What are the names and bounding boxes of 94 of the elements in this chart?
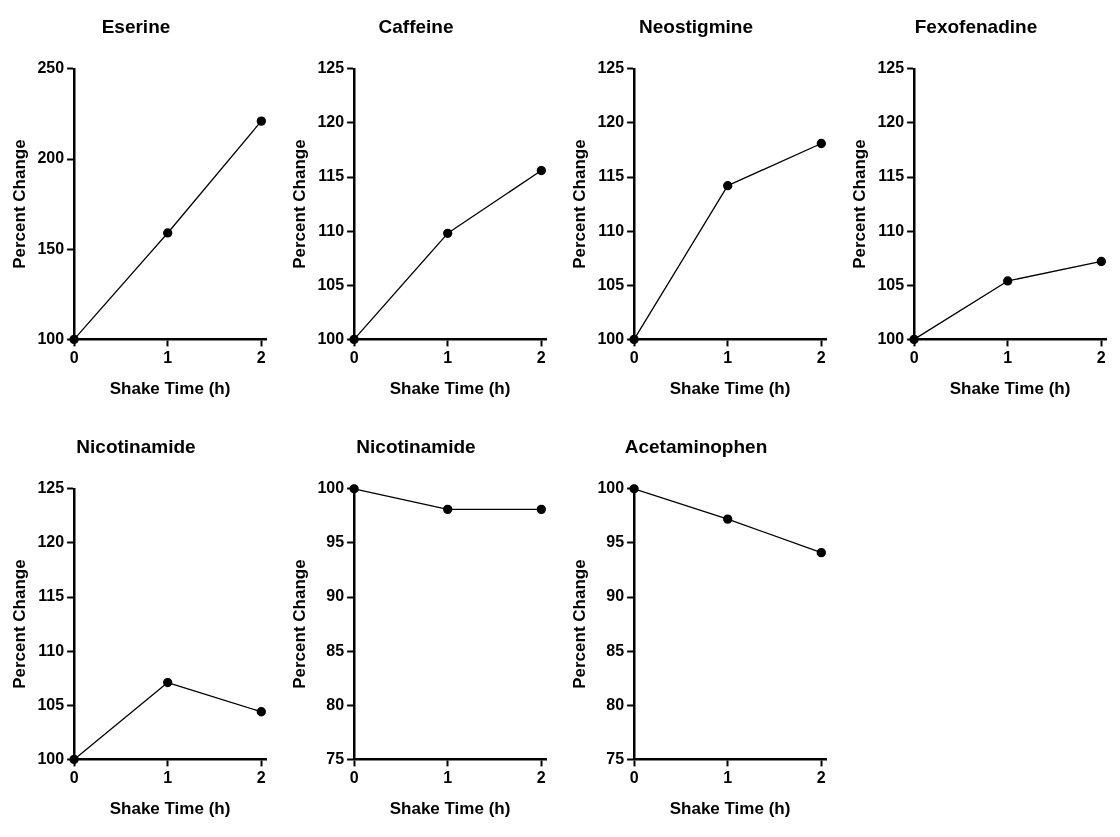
y-tick-label: 110	[878, 221, 905, 239]
x-tick-label: 1	[723, 769, 733, 787]
point	[816, 548, 826, 558]
chart-title: Fexofenadine	[914, 15, 1038, 37]
x-tick-label: 2	[816, 349, 826, 367]
x-axis-title: Shake Time (h)	[669, 799, 791, 819]
point	[816, 138, 826, 149]
chart-title: Caffeine	[378, 15, 454, 37]
x-axis-title: Shake Time (h)	[389, 799, 511, 819]
y-tick-label: 120	[317, 113, 345, 131]
point	[163, 228, 173, 238]
chart-title: Acetaminophen	[624, 435, 768, 457]
y-tick-label: 75	[606, 749, 625, 767]
chart-title: Neostigmine	[638, 15, 754, 37]
y-tick-label: 85	[326, 641, 345, 659]
x-tick-label: 0	[69, 349, 79, 367]
y-tick-label: 80	[326, 695, 345, 713]
x-tick-label: 1	[163, 769, 173, 787]
point	[723, 514, 733, 524]
chart-title: Nicotinamide	[76, 435, 196, 457]
y-tick-label: 110	[598, 221, 625, 239]
y-tick-label: 105	[37, 695, 65, 713]
x-axis-title: Shake Time (h)	[669, 379, 791, 399]
x-tick-label: 1	[443, 349, 453, 367]
y-tick-label: 95	[326, 533, 345, 551]
x-tick-label: 0	[629, 769, 639, 787]
y-tick-label: 120	[597, 113, 625, 131]
y-tick-label: 115	[598, 167, 625, 185]
x-tick-label: 1	[1003, 349, 1013, 367]
x-tick-label: 0	[69, 769, 79, 787]
x-tick-label: 0	[629, 349, 639, 367]
y-tick-label: 150	[37, 239, 65, 257]
y-tick-label: 100	[317, 329, 345, 347]
y-tick-label: 110	[318, 221, 345, 239]
y-axis-title: Percent Change	[569, 139, 589, 269]
y-tick-label: 100	[877, 329, 905, 347]
x-tick-label: 2	[256, 769, 266, 787]
x-tick-label: 2	[256, 349, 266, 367]
y-tick-label: 90	[326, 587, 345, 605]
y-tick-label: 115	[878, 167, 905, 185]
y-tick-label: 120	[37, 533, 65, 551]
x-axis-title: Shake Time (h)	[109, 379, 231, 399]
y-tick-label: 105	[597, 275, 625, 293]
y-tick-label: 125	[597, 59, 625, 77]
y-axis-title: Percent Change	[849, 139, 869, 269]
y-tick-label: 100	[597, 479, 625, 497]
point	[163, 677, 173, 688]
point	[536, 165, 546, 176]
point	[256, 707, 266, 717]
x-tick-label: 1	[163, 349, 173, 367]
y-axis-title: Percent Change	[9, 559, 29, 689]
point	[1003, 276, 1013, 286]
y-tick-label: 100	[37, 749, 65, 767]
y-tick-label: 100	[37, 329, 65, 347]
point	[256, 116, 266, 126]
x-axis-title: Shake Time (h)	[389, 379, 511, 399]
point	[443, 228, 453, 238]
chart-title: Eserine	[101, 15, 171, 37]
y-tick-label: 85	[606, 641, 625, 659]
x-tick-label: 1	[443, 769, 453, 787]
y-axis-title: Percent Change	[9, 139, 29, 269]
point	[1096, 256, 1106, 267]
y-tick-label: 90	[606, 587, 625, 605]
x-axis-title: Shake Time (h)	[949, 379, 1071, 399]
y-tick-label: 105	[317, 275, 345, 293]
x-tick-label: 1	[723, 349, 733, 367]
y-axis-title: Percent Change	[289, 559, 309, 689]
y-tick-label: 105	[877, 275, 905, 293]
y-tick-label: 120	[877, 113, 905, 131]
y-tick-label: 115	[38, 587, 65, 605]
y-tick-label: 115	[318, 167, 345, 185]
x-tick-label: 2	[1096, 349, 1106, 367]
y-tick-label: 125	[317, 59, 345, 77]
x-axis-title: Shake Time (h)	[109, 799, 231, 819]
y-tick-label: 125	[877, 59, 905, 77]
y-tick-label: 200	[37, 149, 65, 167]
x-tick-label: 0	[909, 349, 919, 367]
x-tick-label: 0	[349, 769, 359, 787]
y-tick-label: 250	[37, 59, 65, 77]
y-tick-label: 100	[597, 329, 625, 347]
y-axis-title: Percent Change	[569, 559, 589, 689]
x-tick-label: 2	[536, 769, 546, 787]
x-tick-label: 2	[816, 769, 826, 787]
x-tick-label: 2	[536, 349, 546, 367]
y-tick-label: 110	[38, 641, 65, 659]
point	[723, 181, 733, 191]
y-tick-label: 125	[37, 479, 65, 497]
y-tick-label: 95	[606, 533, 625, 551]
y-tick-label: 80	[606, 695, 625, 713]
y-tick-label: 100	[317, 479, 345, 497]
y-axis-title: Percent Change	[289, 139, 309, 269]
x-tick-label: 0	[349, 349, 359, 367]
y-tick-label: 75	[326, 749, 345, 767]
chart-title: Nicotinamide	[356, 435, 476, 457]
